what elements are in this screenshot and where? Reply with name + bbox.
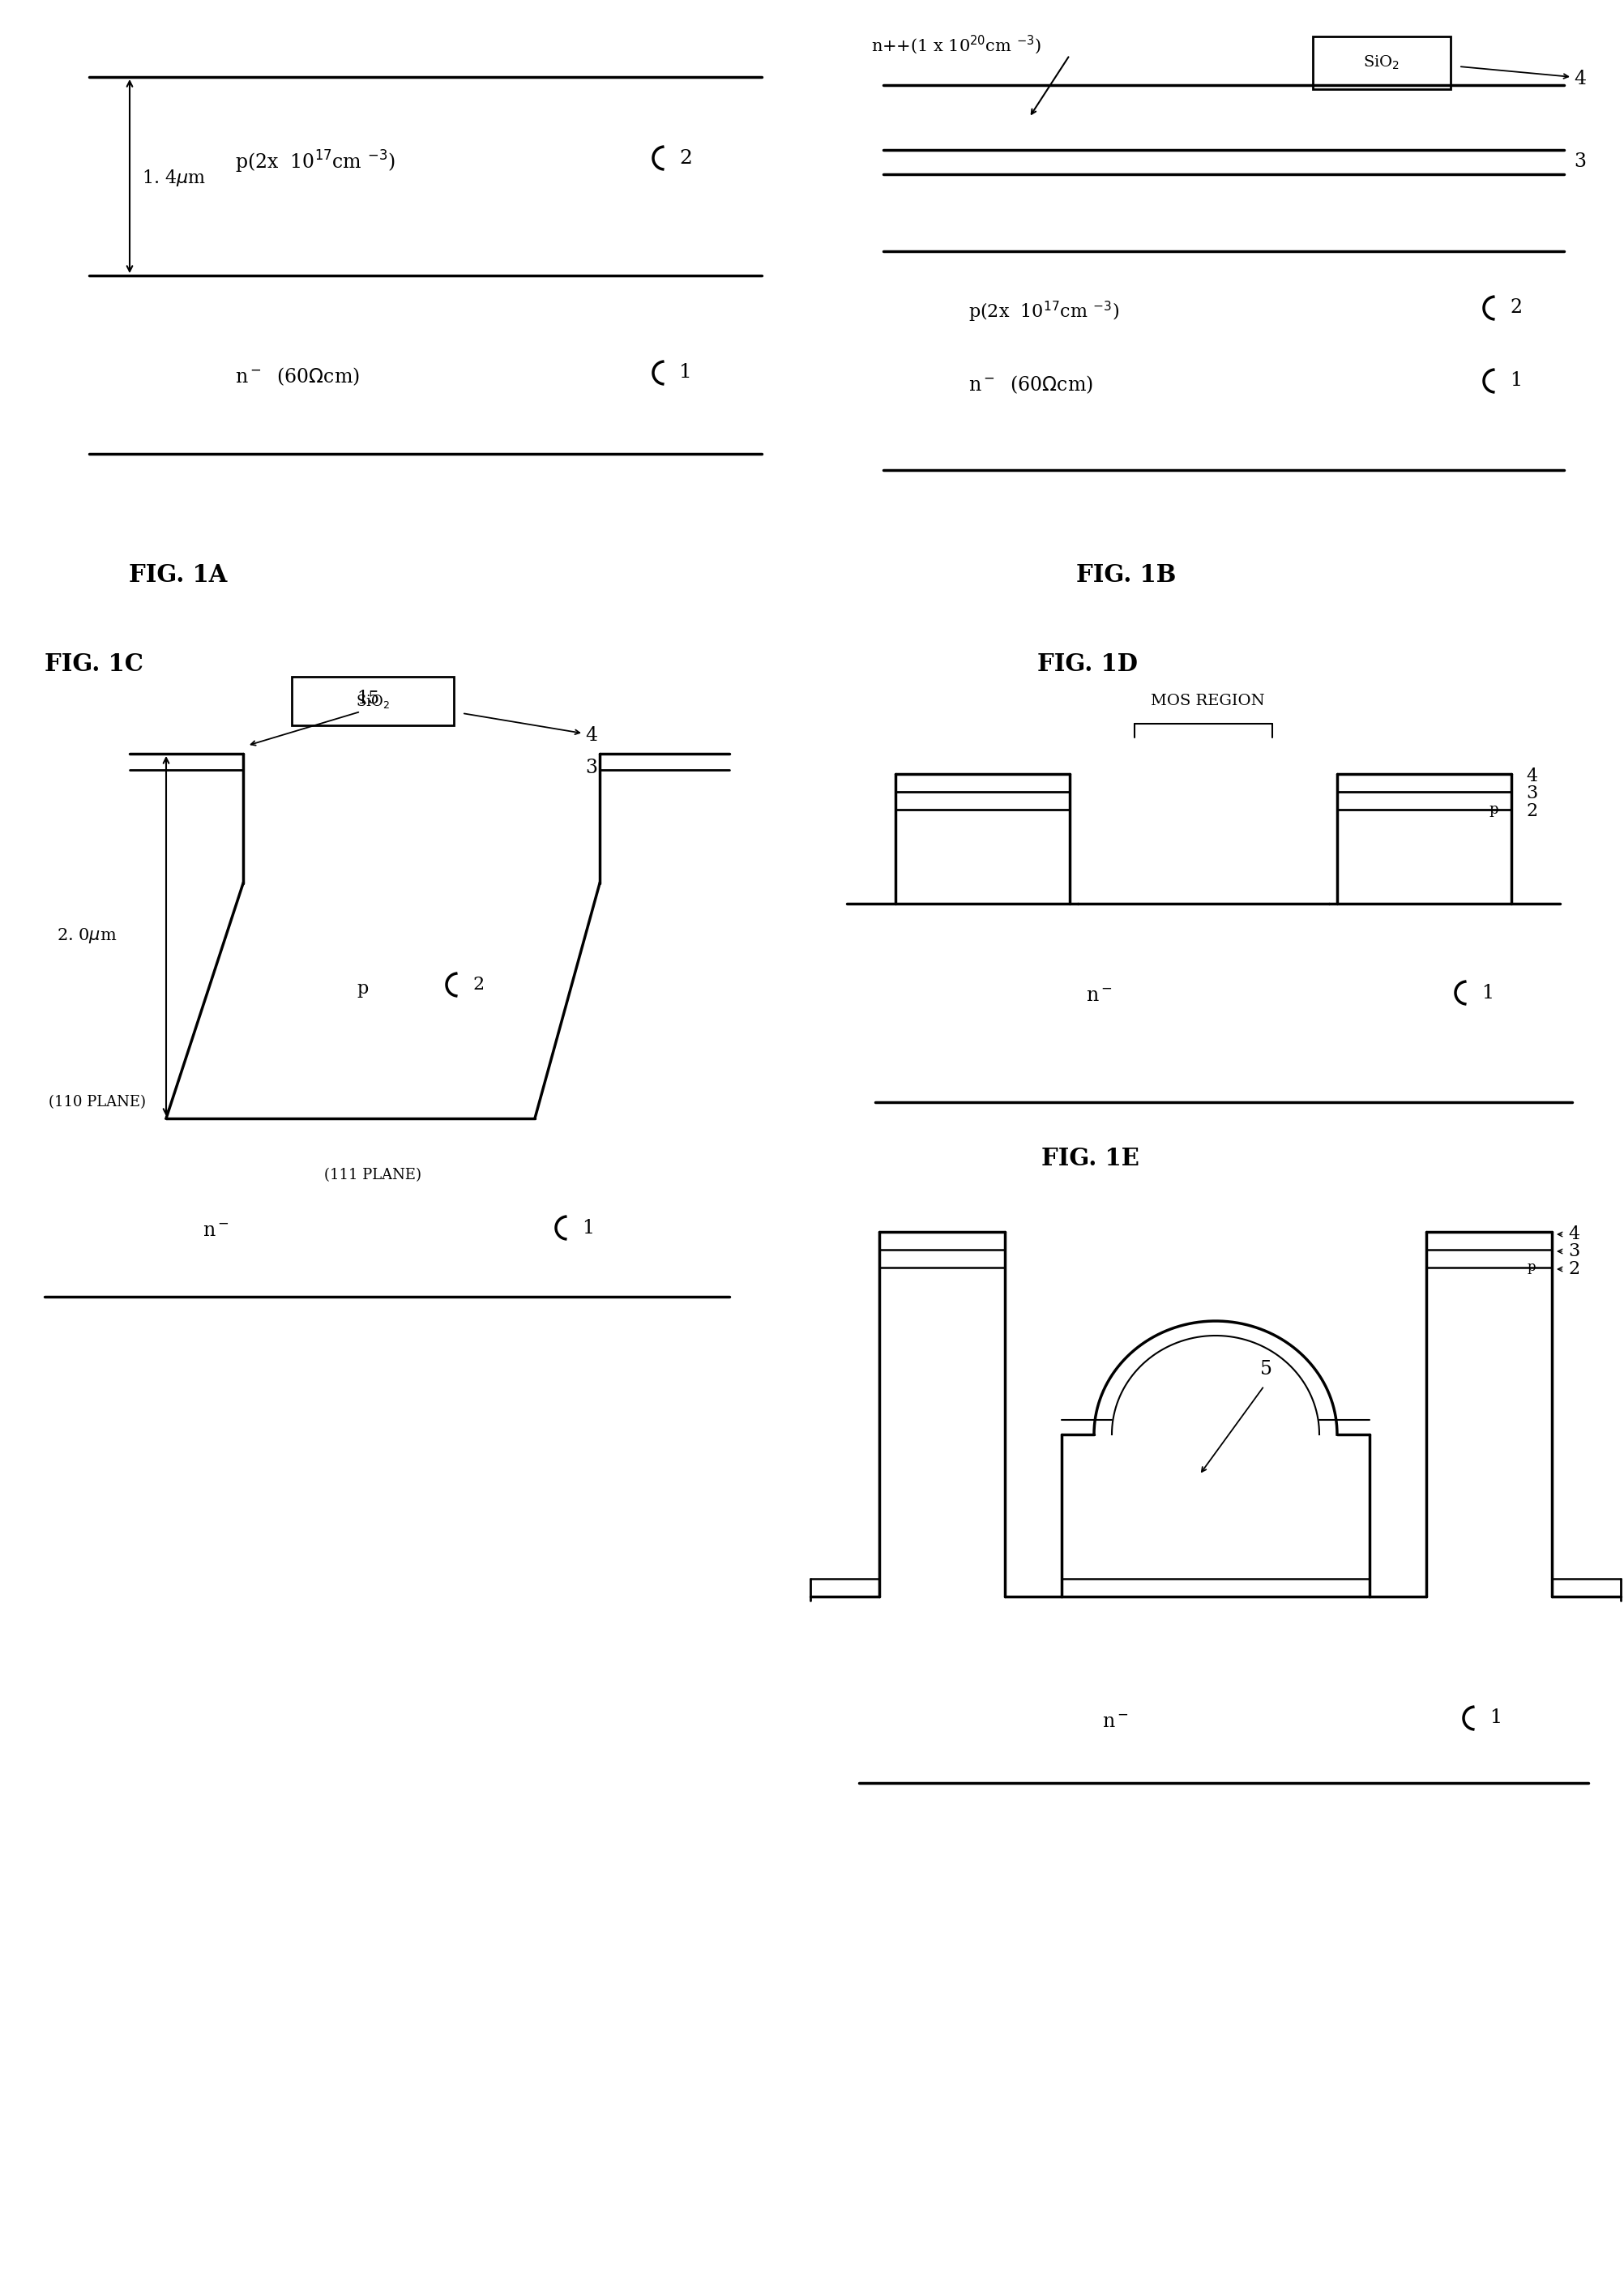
- Text: SiO$_2$: SiO$_2$: [356, 692, 390, 710]
- Text: FIG. 1C: FIG. 1C: [44, 653, 143, 676]
- Text: 1: 1: [1510, 372, 1522, 390]
- Text: (111 PLANE): (111 PLANE): [325, 1169, 421, 1183]
- Text: n++(1 x 10$^{20}$cm $^{-3}$): n++(1 x 10$^{20}$cm $^{-3}$): [870, 34, 1041, 55]
- Text: MOS REGION: MOS REGION: [1150, 694, 1265, 708]
- Text: 2. 0$\mu$m: 2. 0$\mu$m: [57, 927, 117, 945]
- Text: 1. 4$\mu$m: 1. 4$\mu$m: [141, 169, 206, 189]
- Text: 3: 3: [1527, 785, 1538, 801]
- Text: 1: 1: [1489, 1708, 1502, 1728]
- Bar: [292, 676, 453, 726]
- Text: 2: 2: [1527, 801, 1538, 820]
- Text: n$^-$: n$^-$: [203, 1221, 229, 1242]
- Text: 2: 2: [1569, 1260, 1580, 1278]
- Text: 4: 4: [1569, 1226, 1580, 1244]
- Text: p: p: [1528, 1260, 1536, 1274]
- Text: 1: 1: [1481, 984, 1494, 1002]
- Text: p(2x  10$^{17}$cm $^{-3}$): p(2x 10$^{17}$cm $^{-3}$): [968, 299, 1119, 324]
- Text: 4: 4: [1527, 767, 1538, 785]
- Text: 15: 15: [357, 689, 380, 708]
- Text: (110 PLANE): (110 PLANE): [49, 1096, 146, 1110]
- Text: FIG. 1A: FIG. 1A: [128, 564, 227, 587]
- Text: 2: 2: [679, 148, 692, 167]
- Text: n$^-$  (60$\Omega$cm): n$^-$ (60$\Omega$cm): [235, 365, 359, 388]
- Text: 4: 4: [585, 726, 598, 744]
- Text: FIG. 1E: FIG. 1E: [1041, 1146, 1140, 1171]
- Text: 3: 3: [1574, 153, 1587, 171]
- Text: 3: 3: [585, 758, 598, 779]
- Text: n$^-$: n$^-$: [1103, 1712, 1129, 1731]
- Text: p: p: [1489, 801, 1497, 817]
- Text: n$^-$  (60$\Omega$cm): n$^-$ (60$\Omega$cm): [968, 374, 1093, 395]
- Text: 3: 3: [1569, 1242, 1580, 1260]
- Bar: [1312, 37, 1450, 89]
- Text: p: p: [357, 979, 369, 998]
- Text: 2: 2: [1510, 299, 1522, 317]
- Text: 2: 2: [473, 975, 484, 993]
- Text: n$^-$: n$^-$: [1086, 989, 1112, 1007]
- Text: SiO$_2$: SiO$_2$: [1364, 55, 1400, 71]
- Text: 1: 1: [581, 1219, 594, 1237]
- Text: 4: 4: [1574, 68, 1587, 89]
- Text: FIG. 1B: FIG. 1B: [1077, 564, 1176, 587]
- Text: FIG. 1D: FIG. 1D: [1038, 653, 1138, 676]
- Text: 5: 5: [1260, 1361, 1272, 1379]
- Text: p(2x  10$^{17}$cm $^{-3}$): p(2x 10$^{17}$cm $^{-3}$): [235, 148, 395, 176]
- Text: 1: 1: [679, 363, 692, 381]
